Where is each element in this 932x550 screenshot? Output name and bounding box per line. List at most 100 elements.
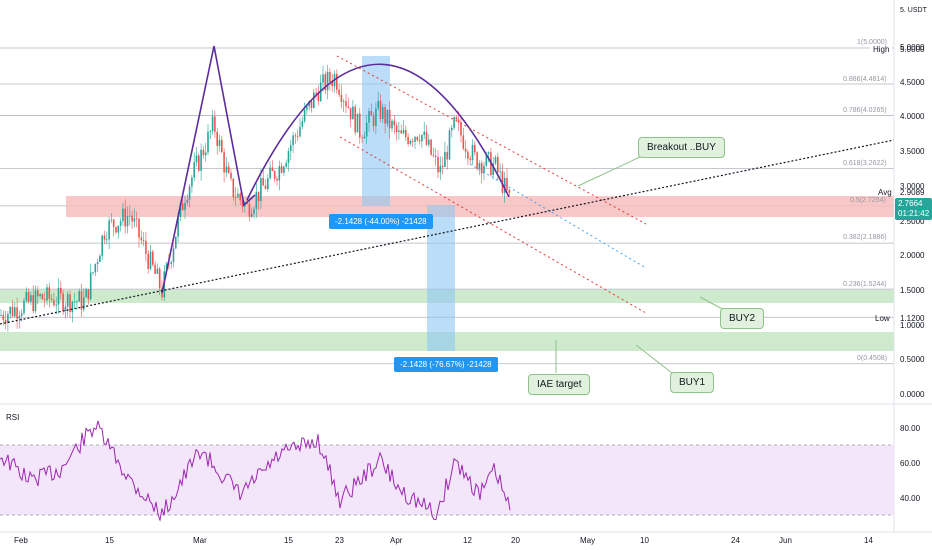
candle-body	[23, 300, 25, 314]
candle-body	[239, 193, 241, 201]
candle-body	[48, 287, 51, 299]
candle-body	[14, 307, 16, 317]
candle-body	[227, 166, 230, 173]
currency: USDT	[907, 7, 927, 14]
candle-body	[16, 307, 18, 319]
candle-body	[492, 163, 494, 176]
candle-body	[11, 306, 14, 317]
candle-body	[106, 239, 108, 241]
candle-body	[398, 130, 400, 133]
candle-body	[446, 152, 448, 160]
candle-body	[485, 153, 488, 166]
candle-body	[391, 120, 393, 129]
candle-body	[471, 144, 474, 160]
candle-body	[411, 140, 414, 142]
candle-body	[421, 134, 423, 142]
candle-body	[99, 255, 101, 262]
candle-body	[324, 74, 327, 91]
candle-body	[225, 166, 228, 173]
measure-label-2: -2.1428 (-76.67%) -21428	[394, 357, 498, 372]
candle-body	[234, 197, 237, 198]
date-tick: 20	[511, 536, 520, 545]
pattern-line	[161, 45, 256, 294]
price-tick: 0.0000	[900, 390, 925, 399]
candle-body	[322, 74, 324, 83]
candle-body	[9, 306, 11, 314]
candle-body	[453, 117, 455, 128]
candle-body	[395, 125, 398, 133]
candle-body	[257, 191, 260, 202]
candle-body	[432, 154, 435, 156]
candle-body	[124, 208, 126, 227]
candle-body	[478, 163, 481, 169]
candle-body	[405, 130, 407, 137]
top-tick: 5.	[900, 7, 906, 14]
candle-body	[301, 121, 304, 127]
price-tick: 2.0000	[900, 251, 925, 261]
rsi-tick: 80.00	[900, 424, 921, 433]
candle-body	[308, 101, 310, 107]
candle-body	[193, 162, 195, 178]
candle-body	[76, 301, 78, 303]
pointer-buy1	[635, 344, 673, 374]
candle-body	[354, 106, 356, 133]
candle-body	[487, 152, 490, 154]
candle-body	[382, 107, 384, 120]
candle-body	[451, 127, 453, 131]
avg-tag-value: 2.9089	[900, 188, 925, 197]
candle-body	[402, 130, 405, 134]
candle-body	[457, 119, 460, 123]
candle-body	[379, 100, 382, 120]
candle-body	[506, 177, 508, 190]
low-tag-value: 1.1200	[900, 314, 925, 323]
candle-body	[237, 193, 239, 198]
date-tick: 24	[731, 536, 740, 545]
candle-body	[368, 110, 370, 123]
candle-body	[78, 291, 80, 302]
candle-body	[296, 135, 299, 137]
callout-iae[interactable]: IAE target	[528, 374, 591, 395]
candle-body	[66, 294, 69, 307]
candle-body	[409, 140, 412, 144]
candle-body	[202, 149, 205, 156]
candle-body	[264, 185, 267, 189]
candlestick-series	[0, 64, 511, 332]
candle-body	[140, 237, 143, 241]
candle-body	[508, 189, 511, 193]
candle-body	[191, 177, 193, 187]
candle-body	[416, 136, 419, 141]
date-tick: Feb	[14, 536, 28, 545]
candle-body	[290, 145, 292, 152]
candle-body	[145, 240, 147, 254]
candle-body	[375, 108, 377, 127]
date-tick: Jun	[779, 536, 792, 545]
candle-body	[211, 116, 214, 132]
candle-body	[262, 178, 264, 186]
candle-body	[216, 131, 218, 146]
callout-buy1[interactable]: BUY1	[670, 372, 715, 393]
candle-body	[64, 306, 67, 312]
candle-body	[181, 203, 184, 211]
channel-top	[336, 55, 647, 225]
candle-body	[232, 178, 235, 198]
candle-body	[299, 126, 301, 137]
candle-body	[250, 213, 253, 217]
candle-body	[147, 253, 149, 269]
candle-body	[2, 314, 5, 320]
candle-body	[283, 166, 285, 173]
date-tick: Apr	[390, 536, 403, 545]
candle-body	[476, 152, 478, 169]
candle-body	[315, 92, 317, 94]
candle-body	[179, 203, 182, 218]
candle-body	[317, 93, 320, 102]
candle-body	[480, 163, 483, 174]
pointer-breakout	[577, 156, 641, 187]
candle-body	[50, 298, 53, 300]
arc-pattern	[246, 63, 510, 201]
candle-body	[255, 191, 258, 209]
callout-buy2[interactable]: BUY2	[720, 308, 765, 329]
fib-label: 0.236(1.5244)	[843, 281, 887, 288]
callout-breakout[interactable]: Breakout ..BUY	[638, 137, 725, 158]
